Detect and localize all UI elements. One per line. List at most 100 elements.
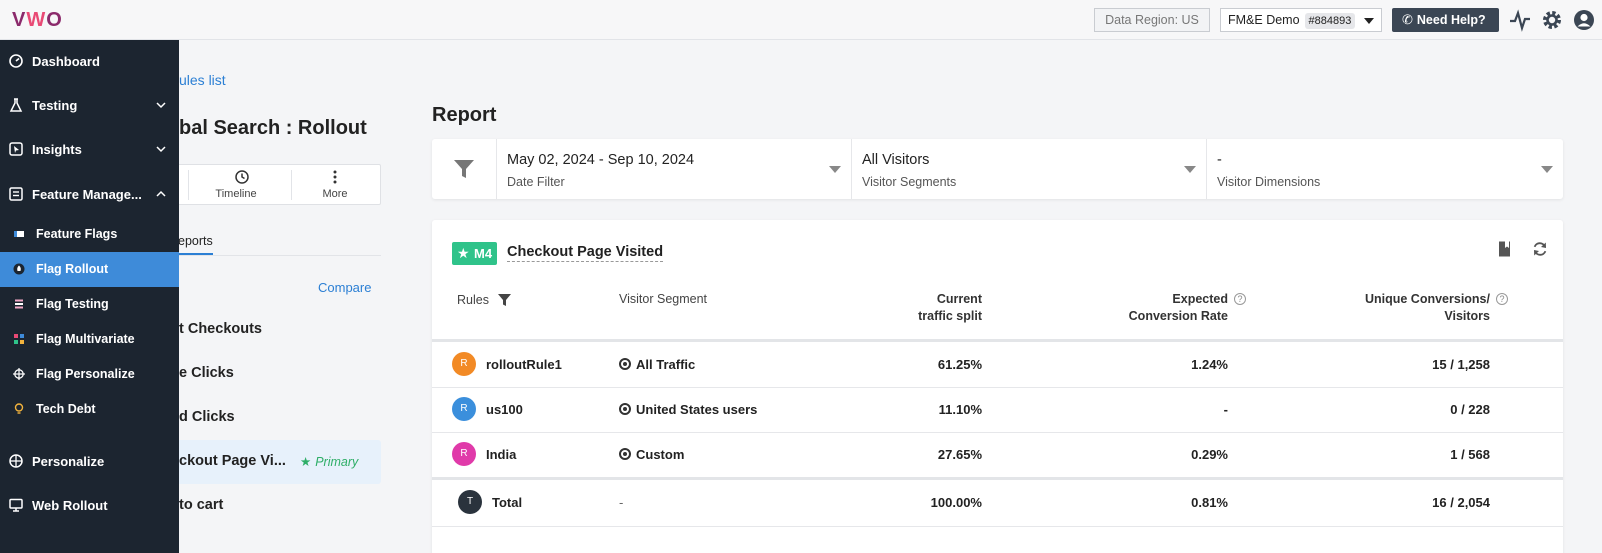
lightbulb-icon [14,403,24,414]
rule-name[interactable]: India [486,447,517,462]
visitor-segments-filter[interactable]: All Visitors Visitor Segments [851,139,1206,199]
table-row[interactable]: R India Custom 27.65% 0.29% 1 / 568 [432,432,1563,477]
more-label: More [322,188,348,200]
sidebar-item-insights[interactable]: Insights [0,128,179,172]
goal-badge-label: M4 [474,246,493,261]
gear-icon[interactable] [1540,8,1564,32]
caret-down-icon [1541,166,1553,173]
list-box-icon [9,187,23,201]
sidebar-item-flag-rollout[interactable]: Flag Rollout [0,252,179,287]
conversion-rate-value: 1.24% [1191,357,1228,372]
sidebar-item-feature-flags[interactable]: Feature Flags [0,217,179,252]
column-rules[interactable]: Rules [457,292,512,309]
total-row: T Total - 100.00% 0.81% 16 / 2,054 [432,480,1563,526]
table-row[interactable]: R rolloutRule1 All Traffic 61.25% 1.24% … [432,342,1563,387]
data-region-badge: Data Region: US [1094,8,1210,32]
rule-segment-label: Custom [636,447,685,462]
total-traffic-split: 100.00% [930,495,982,510]
tab-reports[interactable]: eports [178,234,213,255]
sidebar-item-label: Testing [32,98,78,113]
visitor-dimensions-label: Visitor Dimensions [1217,175,1321,189]
conversions-value: 1 / 568 [1450,447,1490,462]
goal-item[interactable]: t Checkouts [150,308,381,352]
activity-icon[interactable] [1508,8,1532,32]
sidebar-item-label: Personalize [32,454,105,469]
rule-avatar: R [452,442,476,466]
table-row[interactable]: R us100 United States users 11.10% - 0 /… [432,387,1563,432]
sidebar-item-flag-testing[interactable]: Flag Testing [0,287,179,322]
column-unique-conversions: Unique Conversions/? Visitors [1292,291,1508,325]
total-label: Total [492,495,523,510]
target-icon [619,403,631,415]
need-help-button[interactable]: ✆ Need Help? [1392,8,1499,32]
goal-name[interactable]: Checkout Page Visited [507,244,664,262]
goal-label: t Checkouts [179,321,262,337]
report-heading: Report [432,104,497,126]
sidebar-item-dashboard[interactable]: Dashboard [0,40,179,84]
column-expected-rate: Expected? Conversion Rate [1032,291,1246,325]
sidebar-item-label: Dashboard [32,54,100,69]
chevron-down-icon [156,102,166,109]
divider [188,170,189,200]
conversion-rate-value: - [1223,402,1228,417]
sidebar-item-label: Tech Debt [36,402,96,416]
sidebar-item-feature-management[interactable]: Feature Manage... [0,173,179,217]
rollout-icon [13,263,25,275]
cursor-box-icon [9,142,23,156]
conversions-value: 0 / 228 [1450,402,1490,417]
traffic-split-value: 27.65% [937,447,982,462]
rule-name[interactable]: rolloutRule1 [486,357,562,372]
account-id: #884893 [1304,13,1356,29]
column-traffic-split-line1: Current [936,292,982,306]
goal-item[interactable]: d Clicks [150,396,381,440]
help-icon[interactable]: ? [1496,293,1508,305]
bars-icon [15,299,23,309]
sidebar-item-personalize[interactable]: Personalize [0,440,179,484]
sidebar-item-tech-debt[interactable]: Tech Debt [0,392,179,427]
goal-report-card: ★ M4 Checkout Page Visited Rules Visitor … [432,220,1563,553]
goal-item-selected[interactable]: ckout Page Vi... ★ Primary [150,440,381,484]
rule-avatar: R [452,352,476,376]
target-icon [619,358,631,370]
goal-label: e Clicks [179,365,234,381]
rule-name[interactable]: us100 [486,402,523,417]
help-icon[interactable]: ? [1234,293,1246,305]
star-icon: ★ [300,455,312,469]
book-icon[interactable] [1496,240,1514,258]
visitor-dimensions-filter[interactable]: - Visitor Dimensions [1206,139,1563,199]
filter-icon[interactable] [498,294,512,306]
account-selector[interactable]: FM&E Demo #884893 [1220,8,1382,32]
filter-icon[interactable] [453,158,475,180]
column-expected-rate-line2: Conversion Rate [1128,309,1228,323]
monitor-icon [9,498,23,512]
column-rules-label: Rules [457,293,489,307]
goal-item[interactable]: e Clicks [150,352,381,396]
user-avatar-icon[interactable] [1572,8,1596,32]
sidebar-item-web-rollout[interactable]: Web Rollout [0,484,179,528]
sidebar-item-label: Flag Rollout [36,262,109,276]
column-traffic-split-line2: traffic split [918,309,982,323]
vwo-logo[interactable]: VWO [12,9,63,31]
goal-item[interactable]: to cart [150,484,381,528]
row-divider [432,387,1563,388]
compare-link[interactable]: Compare [318,280,372,295]
sidebar-item-flag-multivariate[interactable]: Flag Multivariate [0,322,179,357]
back-to-rules-link[interactable]: ules list [179,72,226,88]
goal-label: to cart [179,497,224,513]
header-divider [432,339,1563,342]
column-unique-conversions-line1: Unique Conversions/ [1364,292,1490,306]
total-conversions: 16 / 2,054 [1432,495,1490,510]
star-icon: ★ [457,245,470,261]
timeline-label: Timeline [215,188,257,200]
sidebar-item-label: Flag Personalize [36,367,135,381]
column-unique-conversions-line2: Visitors [1444,309,1490,323]
sidebar-item-label: Feature Manage... [32,187,142,202]
sidebar-item-testing[interactable]: Testing [0,84,179,128]
rule-segment-label: United States users [636,402,758,417]
rule-avatar: R [452,397,476,421]
date-filter[interactable]: May 02, 2024 - Sep 10, 2024 Date Filter [496,139,851,199]
column-visitor-segment: Visitor Segment [619,292,708,306]
refresh-icon[interactable] [1531,240,1549,258]
sidebar-item-flag-personalize[interactable]: Flag Personalize [0,357,179,392]
rule-segment: United States users [619,402,757,417]
